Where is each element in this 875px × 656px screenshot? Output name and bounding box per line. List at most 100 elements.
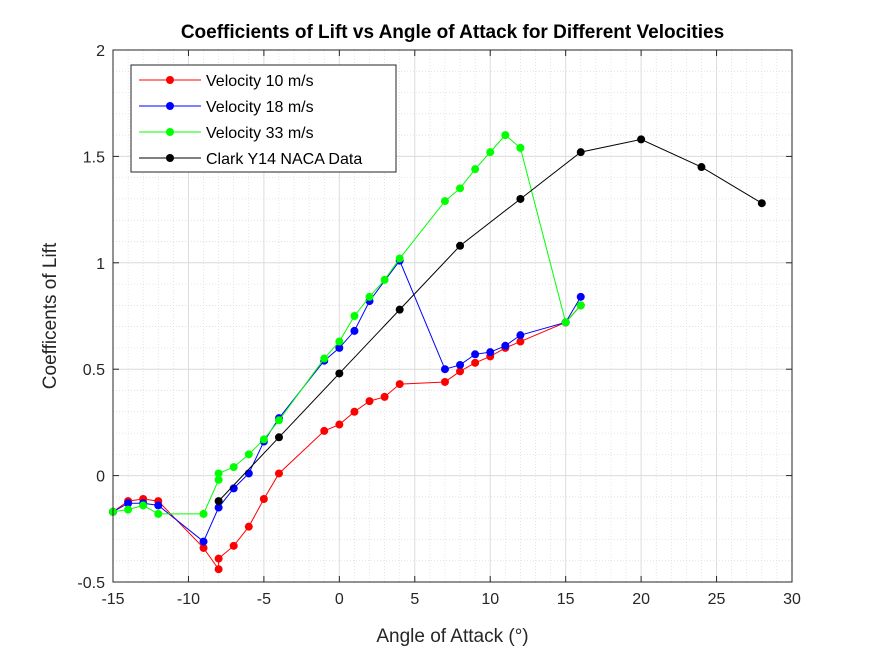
data-point	[274, 469, 283, 478]
data-point	[516, 331, 525, 340]
x-tick-label: 25	[708, 591, 726, 608]
data-point	[456, 360, 465, 369]
x-tick-label: 10	[481, 591, 499, 608]
data-point	[229, 463, 238, 472]
y-tick-label: 1.5	[83, 149, 105, 166]
data-point	[124, 499, 133, 508]
data-point	[320, 354, 329, 363]
data-point	[516, 194, 525, 203]
data-point	[350, 312, 359, 320]
legend-label: Velocity 33 m/s	[206, 125, 314, 142]
data-point	[335, 343, 344, 352]
data-point	[320, 426, 329, 435]
series-line	[218, 138, 763, 502]
chart-title: Coefficients of Lift vs Angle of Attack …	[181, 22, 724, 43]
data-point	[486, 148, 495, 157]
minor-grid	[113, 50, 792, 582]
x-tick-label: 30	[783, 591, 801, 608]
data-point	[440, 365, 449, 374]
y-tick-label: 0	[96, 469, 105, 486]
data-point	[154, 509, 163, 518]
y-tick-label: -0.5	[77, 575, 105, 592]
data-point	[124, 505, 133, 514]
series-4	[214, 135, 766, 506]
x-tick-label: -10	[177, 591, 200, 608]
data-point	[335, 337, 344, 346]
y-tick-label: 2	[96, 43, 105, 60]
tick-labels: -15 -10 -5 0 5 10 15 20 25 30 -0.5 0 0.5 1 1.5 2	[77, 43, 801, 608]
data-point	[214, 503, 223, 512]
x-tick-label: -15	[101, 591, 124, 608]
data-point	[335, 369, 344, 378]
data-point	[486, 348, 495, 357]
legend-label: Velocity 18 m/s	[206, 99, 314, 116]
data-point	[199, 537, 208, 546]
plot-frame	[112, 49, 793, 583]
data-point	[576, 148, 585, 157]
data-point	[757, 199, 766, 208]
legend-box	[130, 64, 397, 173]
legend-marker	[166, 76, 174, 84]
legend-marker	[166, 102, 174, 110]
data-point	[214, 475, 223, 484]
data-point	[229, 541, 238, 550]
data-point	[697, 163, 706, 172]
data-point	[244, 522, 253, 531]
x-tick-label: -5	[257, 591, 271, 608]
data-point	[214, 565, 223, 574]
data-point	[440, 377, 449, 386]
data-point	[576, 301, 585, 310]
legend-label: Clark Y14 NACA Data	[206, 151, 362, 168]
data-point	[440, 197, 449, 206]
data-point	[214, 469, 223, 478]
data-point	[259, 495, 268, 504]
y-axis-label: Coefficents of Lift	[40, 242, 61, 389]
data-point	[154, 501, 163, 510]
data-point	[139, 501, 148, 510]
data-point	[576, 292, 585, 301]
y-tick-label: 1	[96, 256, 105, 273]
data-point	[350, 407, 359, 416]
legend-label: Velocity 10 m/s	[206, 73, 314, 90]
data-point	[350, 326, 359, 335]
ticks-layer	[112, 49, 793, 583]
series-3	[109, 131, 585, 518]
data-point	[456, 367, 465, 376]
data-point	[395, 380, 404, 389]
data-point	[380, 275, 389, 284]
data-point	[516, 337, 525, 346]
data-point	[456, 241, 465, 250]
x-tick-label: 0	[335, 591, 344, 608]
x-tick-label: 5	[410, 591, 419, 608]
data-point	[335, 420, 344, 429]
x-tick-label: 20	[632, 591, 650, 608]
data-point	[471, 350, 480, 359]
data-point	[244, 450, 253, 459]
x-tick-label: 15	[557, 591, 575, 608]
data-point	[561, 318, 570, 327]
data-point	[365, 292, 374, 301]
series-layer	[109, 131, 766, 574]
legend: Velocity 10 m/s Velocity 18 m/s Velocity 3…	[130, 64, 397, 173]
data-point	[380, 392, 389, 401]
data-point	[471, 358, 480, 367]
data-point	[637, 135, 646, 144]
data-point	[365, 397, 374, 406]
legend-marker	[166, 154, 174, 162]
data-point	[199, 509, 208, 518]
data-point	[274, 433, 283, 442]
data-point	[229, 484, 238, 493]
y-tick-label: 0.5	[83, 362, 105, 379]
data-point	[199, 543, 208, 552]
data-point	[516, 143, 525, 152]
data-point	[395, 254, 404, 263]
data-point	[501, 341, 510, 350]
x-axis-label: Angle of Attack (°)	[376, 626, 528, 647]
data-point	[274, 416, 283, 425]
data-point	[471, 165, 480, 174]
data-point	[214, 554, 223, 563]
data-point	[244, 469, 253, 478]
data-point	[214, 497, 223, 506]
data-point	[395, 305, 404, 314]
